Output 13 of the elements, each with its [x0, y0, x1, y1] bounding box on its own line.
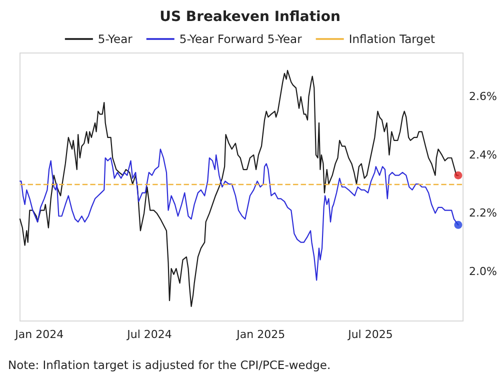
legend-label: 5-Year Forward 5-Year: [179, 32, 302, 46]
legend-label: 5-Year: [98, 32, 133, 46]
y-tick-label: 2.2%: [469, 206, 498, 220]
y-tick-label: 2.4%: [469, 148, 498, 162]
x-tick-label: Jul 2025: [347, 328, 393, 341]
text: Note: Inflation target is adjusted for the CPI/PCE-wedge.: [8, 358, 331, 372]
chart-title: US Breakeven Inflation: [160, 9, 340, 25]
y-tick-label: 2.6%: [469, 90, 498, 104]
x-tick-label: Jul 2024: [126, 328, 172, 341]
y-tick-label: 2.0%: [469, 264, 498, 278]
x-tick-label: Jan 2024: [14, 328, 64, 341]
x-tick-label: Jan 2025: [236, 328, 286, 341]
legend-label: Inflation Target: [348, 32, 436, 46]
